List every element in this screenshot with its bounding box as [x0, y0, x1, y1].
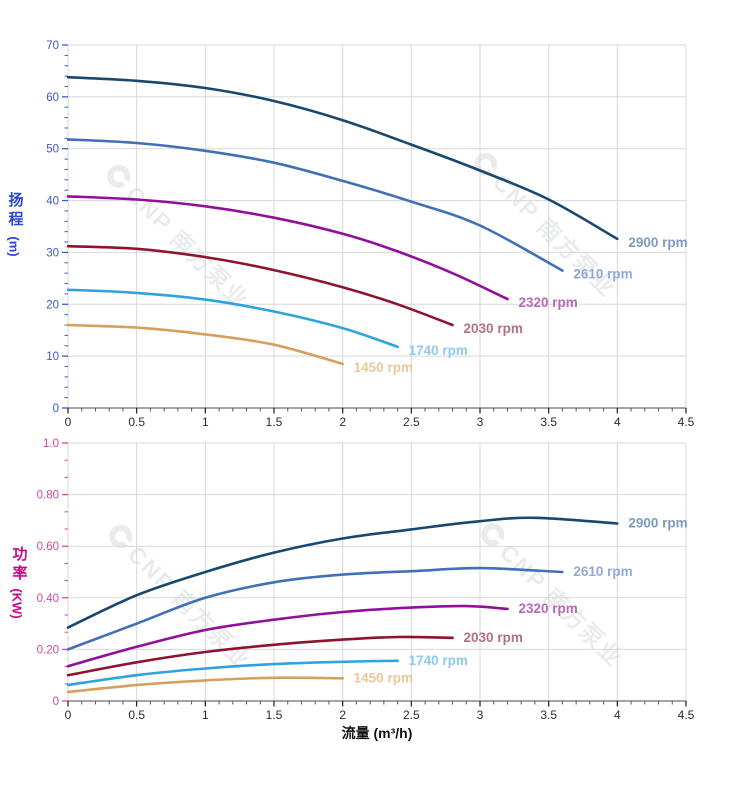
- x-tick-label-power-vs-flow: 0: [65, 708, 72, 722]
- y-tick-label-power-vs-flow: 1.0: [43, 438, 59, 450]
- x-tick-label-head-vs-flow: 4: [614, 415, 621, 429]
- curve-power-vs-flow-2610rpm: [66, 566, 564, 651]
- x-tick-label-power-vs-flow: 1: [202, 708, 209, 722]
- curve-label-power-vs-flow-2030rpm: 2030 rpm: [464, 630, 523, 645]
- y-tick-label-head-vs-flow: 10: [46, 351, 59, 363]
- y-tick-label-head-vs-flow: 30: [46, 247, 59, 259]
- x-tick-label-head-vs-flow: 3: [477, 415, 484, 429]
- curve-power-vs-flow-2030rpm: [66, 635, 454, 677]
- curve-power-vs-flow-2900rpm: [66, 516, 619, 629]
- y-tick-label-head-vs-flow: 20: [46, 299, 59, 311]
- curve-power-vs-flow-1740rpm: [66, 659, 399, 687]
- y-ticks-head-vs-flow: 70 60 50 40 30 20 10 0: [46, 40, 68, 415]
- flow-axis-title: 流量 (m³/h): [341, 725, 413, 741]
- x-tick-label-power-vs-flow: 4: [614, 708, 621, 722]
- x-tick-label-power-vs-flow: 2.5: [403, 708, 420, 722]
- y-tick-label-head-vs-flow: 40: [46, 196, 59, 208]
- curve-power-vs-flow-1450rpm: [66, 676, 344, 694]
- x-ticks-power-vs-flow: 0 0.5 1 1.5 2 2.5 3 3.5 4 4.5: [65, 701, 695, 722]
- curve-label-power-vs-flow-2610rpm: 2610 rpm: [573, 564, 632, 579]
- curve-label-head-vs-flow-2900rpm: 2900 rpm: [628, 235, 687, 250]
- x-tick-label-head-vs-flow: 1: [202, 415, 209, 429]
- curve-head-vs-flow-2900rpm: [66, 75, 619, 241]
- curve-label-head-vs-flow-2610rpm: 2610 rpm: [573, 267, 632, 282]
- y-tick-label-power-vs-flow: 0.80: [37, 490, 59, 502]
- curve-label-power-vs-flow-2320rpm: 2320 rpm: [518, 601, 577, 616]
- x-tick-label-head-vs-flow: 1.5: [266, 415, 283, 429]
- curve-label-head-vs-flow-2320rpm: 2320 rpm: [518, 295, 577, 310]
- curve-label-power-vs-flow-1450rpm: 1450 rpm: [354, 670, 413, 685]
- power-axis-unit: (KW): [9, 588, 25, 619]
- x-tick-label-power-vs-flow: 0.5: [128, 708, 145, 722]
- x-tick-label-head-vs-flow: 4.5: [678, 415, 695, 429]
- y-tick-label-power-vs-flow: 0.20: [37, 644, 59, 656]
- x-tick-label-head-vs-flow: 0: [65, 415, 72, 429]
- curve-head-vs-flow-2030rpm: [66, 244, 454, 327]
- x-tick-label-head-vs-flow: 2.5: [403, 415, 420, 429]
- curve-head-vs-flow-2320rpm: [66, 195, 509, 301]
- x-tick-label-power-vs-flow: 1.5: [266, 708, 283, 722]
- x-tick-label-power-vs-flow: 3: [477, 708, 484, 722]
- x-tick-label-power-vs-flow: 4.5: [678, 708, 695, 722]
- y-tick-label-head-vs-flow: 50: [46, 144, 59, 156]
- y-tick-label-power-vs-flow: 0.60: [37, 541, 59, 553]
- curve-label-power-vs-flow-2900rpm: 2900 rpm: [628, 515, 687, 530]
- x-tick-label-head-vs-flow: 2: [339, 415, 346, 429]
- y-tick-label-head-vs-flow: 60: [46, 92, 59, 104]
- head-axis-title: 扬程: [8, 192, 24, 228]
- x-tick-label-head-vs-flow: 0.5: [128, 415, 145, 429]
- gridlines-head-vs-flow: [67, 44, 687, 408]
- x-ticks-head-vs-flow: 0 0.5 1 1.5 2 2.5 3 3.5 4 4.5: [65, 408, 695, 429]
- curve-head-vs-flow-2610rpm: [66, 138, 564, 272]
- power-axis-title: 功率: [12, 546, 28, 582]
- curve-label-power-vs-flow-1740rpm: 1740 rpm: [409, 653, 468, 668]
- x-tick-label-power-vs-flow: 2: [339, 708, 346, 722]
- y-tick-label-head-vs-flow: 0: [53, 403, 59, 415]
- x-tick-label-head-vs-flow: 3.5: [540, 415, 557, 429]
- y-tick-label-head-vs-flow: 70: [46, 40, 59, 52]
- curve-label-head-vs-flow-1450rpm: 1450 rpm: [354, 360, 413, 375]
- curve-label-head-vs-flow-2030rpm: 2030 rpm: [464, 321, 523, 336]
- curve-head-vs-flow-1450rpm: [66, 323, 344, 366]
- y-ticks-power-vs-flow: 1.0 0.80 0.60 0.40 0.20 0: [37, 438, 68, 708]
- curve-power-vs-flow-2320rpm: [66, 604, 509, 668]
- y-tick-label-power-vs-flow: 0: [53, 696, 59, 708]
- curve-head-vs-flow-1740rpm: [66, 288, 399, 349]
- x-tick-label-power-vs-flow: 3.5: [540, 708, 557, 722]
- y-tick-label-power-vs-flow: 0.40: [37, 593, 59, 605]
- head-axis-unit: (m): [6, 236, 22, 257]
- curve-label-head-vs-flow-1740rpm: 1740 rpm: [409, 343, 468, 358]
